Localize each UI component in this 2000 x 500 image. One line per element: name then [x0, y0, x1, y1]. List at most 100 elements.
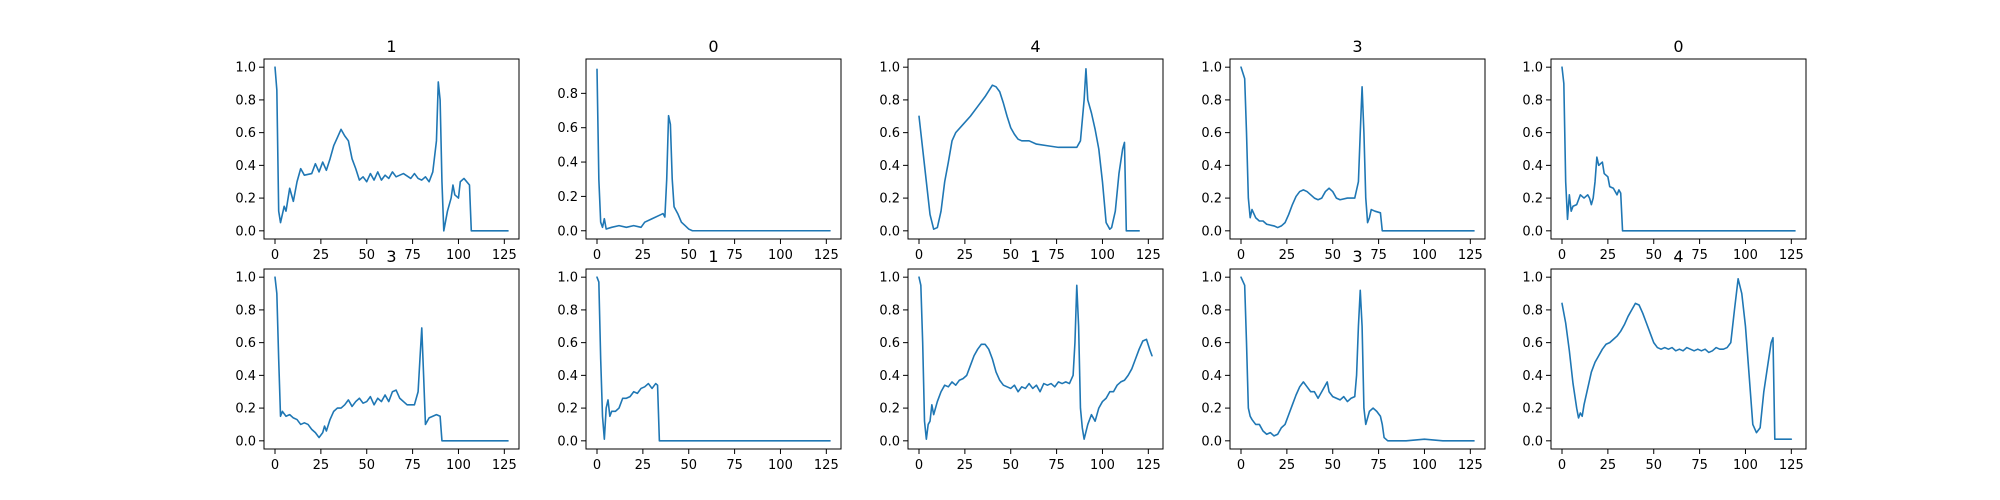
x-tick-label: 50 — [1002, 458, 1019, 473]
y-tick-label: 0.6 — [235, 336, 256, 351]
x-tick-label: 25 — [957, 458, 974, 473]
y-tick-label: 0.4 — [879, 369, 900, 384]
x-tick-label: 0 — [1558, 458, 1566, 473]
y-tick-label: 0.8 — [235, 303, 256, 318]
x-tick-label: 125 — [492, 248, 517, 263]
x-tick-label: 50 — [358, 458, 375, 473]
y-tick-label: 0.0 — [557, 434, 578, 449]
y-tick-label: 0.6 — [1522, 336, 1543, 351]
x-tick-label: 25 — [635, 458, 652, 473]
x-tick-label: 75 — [404, 458, 421, 473]
y-tick-label: 0.8 — [1201, 303, 1222, 318]
x-tick-label: 0 — [915, 458, 923, 473]
y-tick-label: 0.6 — [235, 126, 256, 141]
y-tick-label: 0.2 — [1522, 192, 1543, 207]
y-tick-label: 0.2 — [879, 192, 900, 207]
axes-frame — [907, 268, 1164, 450]
x-tick-label: 0 — [1558, 248, 1566, 263]
y-tick-label: 0.0 — [1201, 434, 1222, 449]
x-tick-label: 125 — [1458, 458, 1483, 473]
subplot: 0 25 50 75 100 125 0.0 0.2 0.4 0.6 0.8 1.0 3 — [1201, 37, 1486, 263]
y-tick-label: 0.4 — [557, 156, 578, 171]
axes-frame — [1550, 268, 1807, 450]
subplot: 0 25 50 75 100 125 0.0 0.2 0.4 0.6 0.8 1.0 0 — [1522, 37, 1807, 263]
x-tick-label: 125 — [1458, 248, 1483, 263]
y-tick-label: 1.0 — [1522, 271, 1543, 286]
x-tick-label: 50 — [1002, 248, 1019, 263]
axes-frame — [1229, 268, 1486, 450]
y-tick-label: 0.8 — [879, 303, 900, 318]
axes-frame — [907, 58, 1164, 240]
subplot-title: 0 — [708, 37, 718, 56]
x-tick-label: 25 — [1279, 248, 1296, 263]
y-tick-label: 0.4 — [557, 369, 578, 384]
x-tick-label: 75 — [404, 248, 421, 263]
subplot: 0 25 50 75 100 125 0.0 0.2 0.4 0.6 0.8 1.0 3 — [235, 247, 520, 473]
y-tick-label: 0.8 — [557, 87, 578, 102]
y-tick-label: 0.6 — [1201, 336, 1222, 351]
y-tick-label: 0.6 — [879, 126, 900, 141]
x-tick-label: 0 — [593, 248, 601, 263]
y-tick-label: 1.0 — [1201, 271, 1222, 286]
series-line — [596, 68, 831, 232]
y-tick-label: 0.0 — [1522, 224, 1543, 239]
series-line — [918, 276, 1153, 440]
x-tick-label: 50 — [1645, 458, 1662, 473]
subplot: 0 25 50 75 100 125 0.0 0.2 0.4 0.6 0.8 1.0 4 — [879, 37, 1164, 263]
y-tick-label: 0.8 — [879, 93, 900, 108]
subplot-title: 1 — [386, 37, 396, 56]
y-tick-label: 0.8 — [235, 93, 256, 108]
x-tick-label: 125 — [492, 458, 517, 473]
x-tick-label: 125 — [814, 248, 839, 263]
x-tick-label: 125 — [814, 458, 839, 473]
x-tick-label: 100 — [768, 458, 793, 473]
x-tick-label: 125 — [1779, 248, 1804, 263]
y-tick-label: 0.2 — [1201, 192, 1222, 207]
x-tick-label: 25 — [313, 458, 330, 473]
series-line — [1561, 278, 1793, 440]
subplot-title: 4 — [1030, 37, 1040, 56]
x-tick-label: 50 — [1645, 248, 1662, 263]
y-tick-label: 0.4 — [1522, 369, 1543, 384]
y-tick-label: 0.6 — [879, 336, 900, 351]
y-tick-label: 0.8 — [557, 303, 578, 318]
y-tick-label: 0.4 — [1522, 159, 1543, 174]
subplot-title: 3 — [386, 247, 396, 266]
y-tick-label: 1.0 — [1522, 61, 1543, 76]
x-tick-label: 50 — [1324, 458, 1341, 473]
y-tick-label: 0.0 — [879, 224, 900, 239]
y-tick-label: 0.8 — [1201, 93, 1222, 108]
x-tick-label: 100 — [1090, 458, 1115, 473]
x-tick-label: 100 — [768, 248, 793, 263]
x-tick-label: 75 — [1048, 248, 1065, 263]
y-tick-label: 1.0 — [557, 271, 578, 286]
x-tick-label: 0 — [1237, 458, 1245, 473]
x-tick-label: 100 — [1733, 458, 1758, 473]
subplot: 0 25 50 75 100 125 0.0 0.2 0.4 0.6 0.8 1.0 3 — [1201, 247, 1486, 473]
y-tick-label: 0.0 — [879, 434, 900, 449]
axes-frame — [585, 58, 842, 240]
y-tick-label: 1.0 — [235, 271, 256, 286]
x-tick-label: 125 — [1779, 458, 1804, 473]
x-tick-label: 0 — [915, 248, 923, 263]
x-tick-label: 100 — [446, 458, 471, 473]
subplot-title: 4 — [1673, 247, 1683, 266]
x-tick-label: 25 — [1600, 248, 1617, 263]
x-tick-label: 25 — [1600, 458, 1617, 473]
y-tick-label: 0.6 — [1201, 126, 1222, 141]
x-tick-label: 100 — [446, 248, 471, 263]
x-tick-label: 75 — [726, 248, 743, 263]
x-tick-label: 125 — [1136, 458, 1161, 473]
y-tick-label: 0.2 — [1201, 402, 1222, 417]
series-line — [596, 276, 831, 442]
axes-frame — [263, 58, 520, 240]
y-tick-label: 0.4 — [1201, 369, 1222, 384]
y-tick-label: 0.0 — [1201, 224, 1222, 239]
x-tick-label: 50 — [680, 248, 697, 263]
y-tick-label: 0.2 — [557, 402, 578, 417]
subplot-title: 1 — [708, 247, 718, 266]
y-tick-label: 0.0 — [1522, 434, 1543, 449]
y-tick-label: 0.2 — [235, 192, 256, 207]
subplot: 0 25 50 75 100 125 0.0 0.2 0.4 0.6 0.8 1.0 4 — [1522, 247, 1807, 473]
